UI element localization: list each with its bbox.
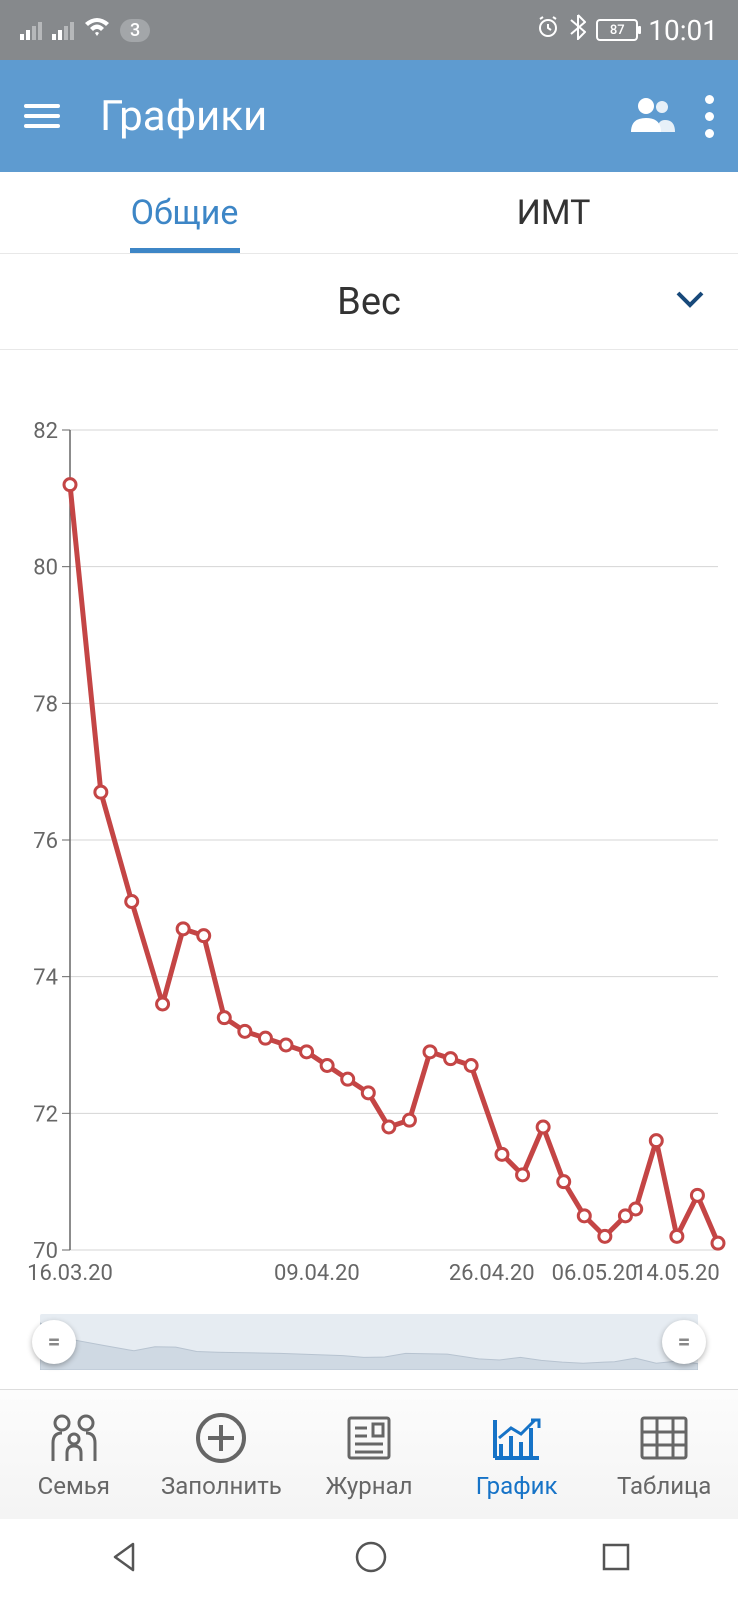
svg-text:76: 76 — [33, 829, 58, 854]
nav-label: Семья — [38, 1472, 110, 1500]
wifi-icon — [84, 17, 110, 43]
status-left: 3 — [20, 17, 150, 43]
svg-text:16.03.20: 16.03.20 — [27, 1261, 113, 1286]
plus-icon — [195, 1410, 247, 1466]
notification-badge: 3 — [120, 19, 150, 42]
nav-label: Таблица — [617, 1472, 711, 1500]
back-button[interactable] — [107, 1540, 141, 1578]
status-bar: 3 87 10:01 — [0, 0, 738, 60]
bluetooth-icon — [570, 14, 586, 46]
range-handle-left[interactable]: = — [32, 1320, 76, 1364]
bottom-nav: Семья Заполнить Журнал График Таблица — [0, 1389, 738, 1519]
overflow-menu-button[interactable] — [705, 95, 714, 138]
status-right: 87 10:01 — [536, 14, 718, 47]
metric-dropdown[interactable]: Вес — [0, 254, 738, 350]
nav-table[interactable]: Таблица — [590, 1390, 738, 1519]
svg-text:82: 82 — [33, 419, 58, 444]
signal-icon-2 — [52, 20, 74, 40]
people-button[interactable] — [631, 96, 675, 136]
chevron-down-icon — [676, 291, 704, 313]
svg-text:09.04.20: 09.04.20 — [274, 1261, 360, 1286]
table-icon — [639, 1410, 689, 1466]
journal-icon — [345, 1410, 393, 1466]
menu-button[interactable] — [24, 104, 60, 128]
nav-journal[interactable]: Журнал — [295, 1390, 443, 1519]
nav-chart[interactable]: График — [443, 1390, 591, 1519]
tab-bmi[interactable]: ИМТ — [369, 172, 738, 253]
tab-general[interactable]: Общие — [0, 172, 369, 253]
dropdown-label: Вес — [337, 280, 401, 324]
nav-label: График — [476, 1472, 558, 1500]
recent-button[interactable] — [601, 1542, 631, 1576]
home-button[interactable] — [354, 1540, 388, 1578]
chart-area: 7072747678808216.03.2009.04.2026.04.2006… — [0, 350, 738, 1370]
svg-text:26.04.20: 26.04.20 — [449, 1261, 535, 1286]
nav-fill[interactable]: Заполнить — [148, 1390, 296, 1519]
svg-text:74: 74 — [33, 966, 58, 991]
signal-icon-1 — [20, 20, 42, 40]
svg-text:14.05.20: 14.05.20 — [634, 1261, 720, 1286]
alarm-icon — [536, 15, 560, 45]
page-title: Графики — [100, 92, 631, 141]
svg-text:06.05.20: 06.05.20 — [552, 1261, 638, 1286]
svg-text:80: 80 — [33, 556, 58, 581]
nav-label: Заполнить — [161, 1472, 282, 1500]
tabs: Общие ИМТ — [0, 172, 738, 254]
svg-text:72: 72 — [33, 1102, 58, 1127]
status-time: 10:01 — [648, 14, 718, 47]
nav-label: Журнал — [325, 1472, 412, 1500]
range-slider[interactable]: = = — [40, 1314, 698, 1370]
range-handle-right[interactable]: = — [662, 1320, 706, 1364]
nav-family[interactable]: Семья — [0, 1390, 148, 1519]
weight-chart[interactable]: 7072747678808216.03.2009.04.2026.04.2006… — [0, 350, 738, 1310]
system-nav — [0, 1519, 738, 1599]
battery-icon: 87 — [596, 19, 638, 41]
svg-text:78: 78 — [33, 692, 58, 717]
app-bar: Графики — [0, 60, 738, 172]
family-icon — [47, 1410, 101, 1466]
chart-icon — [491, 1410, 543, 1466]
